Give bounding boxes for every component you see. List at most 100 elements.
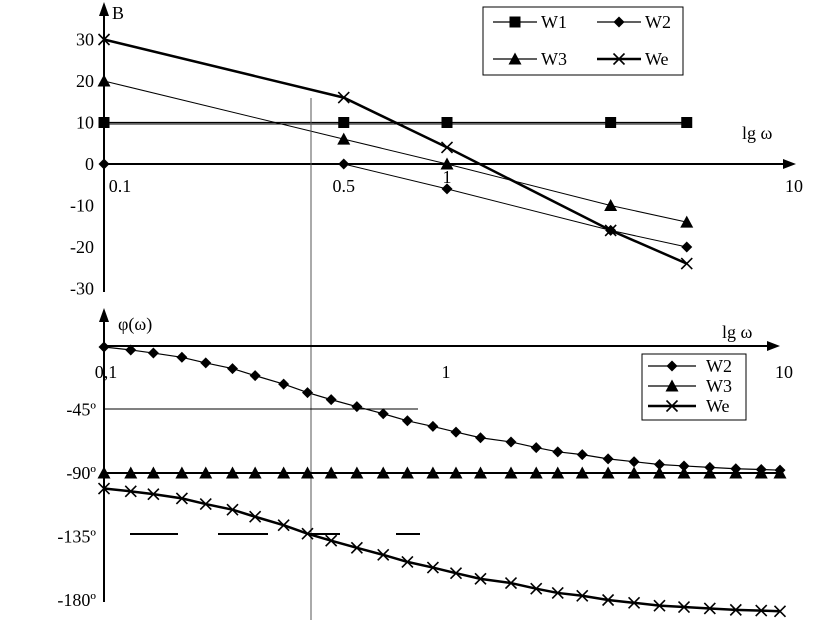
phase-y-tick-label: -45º bbox=[66, 400, 96, 420]
phase-point-we bbox=[449, 567, 463, 580]
magnitude-y-arrow bbox=[99, 2, 109, 16]
phase-point-we bbox=[401, 555, 414, 568]
phase-point-we bbox=[124, 485, 137, 498]
phase-point-w3 bbox=[601, 466, 615, 479]
magnitude-series bbox=[97, 33, 694, 270]
phase-y-tick-label: -135º bbox=[57, 527, 96, 547]
phase-point-w2 bbox=[552, 446, 564, 458]
phase-point-we bbox=[602, 593, 615, 607]
phase-point-w2 bbox=[249, 370, 261, 382]
magnitude-point-w3 bbox=[680, 215, 694, 228]
phase-point-we bbox=[551, 586, 564, 600]
magnitude-point-w1 bbox=[98, 117, 110, 128]
magnitude-y-tick-label: 30 bbox=[76, 30, 94, 50]
phase-point-we bbox=[627, 596, 641, 609]
magnitude-point-w1 bbox=[605, 117, 617, 128]
magnitude-y-tick-label: -20 bbox=[70, 237, 94, 257]
phase-x-label: lg ω bbox=[722, 322, 753, 342]
phase-point-w2 bbox=[278, 378, 290, 390]
phase-point-w3 bbox=[551, 466, 565, 479]
phase-point-we bbox=[677, 600, 691, 614]
magnitude-legend-marker-w2 bbox=[613, 16, 625, 28]
magnitude-legend-label: W1 bbox=[541, 12, 567, 32]
phase-point-w3 bbox=[277, 466, 291, 479]
magnitude-y-tick-label: 20 bbox=[76, 71, 94, 91]
phase-point-w2 bbox=[301, 387, 313, 399]
phase-point-we bbox=[530, 582, 543, 595]
phase-point-w2 bbox=[401, 415, 413, 427]
magnitude-point-w1 bbox=[441, 117, 453, 128]
phase-point-w2 bbox=[227, 363, 239, 375]
phase-x-tick-label: 10 bbox=[775, 362, 793, 382]
magnitude-x-tick-label: 0.1 bbox=[109, 176, 132, 196]
phase-point-w2 bbox=[147, 347, 159, 359]
phase-point-w2 bbox=[176, 351, 188, 363]
magnitude-x-tick-label: 1 bbox=[443, 167, 452, 187]
phase-point-w3 bbox=[248, 466, 262, 479]
phase-point-we bbox=[576, 589, 589, 602]
phase-legend-marker-we bbox=[665, 399, 679, 413]
phase-point-w2 bbox=[602, 453, 614, 465]
phase-point-we bbox=[325, 534, 338, 547]
phase-point-w3 bbox=[703, 466, 717, 479]
phase-x-arrow bbox=[767, 341, 780, 351]
phase-point-w2 bbox=[653, 459, 665, 471]
phase-point-w2 bbox=[576, 449, 588, 461]
phase-point-we bbox=[199, 497, 212, 511]
magnitude-point-we bbox=[440, 141, 454, 154]
phase-series-line-w2 bbox=[103, 346, 781, 471]
magnitude-chart: B lg ω 30 20 10 0 -10 -20 -30 0.1 0.5 1 10 W1 W2 W3… bbox=[70, 2, 803, 299]
phase-point-w3 bbox=[426, 466, 440, 479]
phase-point-we bbox=[474, 572, 487, 585]
magnitude-series-line-w2 bbox=[104, 163, 687, 248]
magnitude-point-w2 bbox=[681, 241, 693, 253]
phase-point-w2 bbox=[450, 426, 462, 438]
phase-point-w3 bbox=[124, 466, 138, 479]
phase-point-we bbox=[175, 492, 188, 505]
phase-point-w3 bbox=[627, 466, 641, 479]
phase-point-we bbox=[773, 605, 787, 618]
phase-point-we bbox=[504, 577, 518, 590]
phase-point-w3 bbox=[226, 466, 240, 479]
magnitude-y-tick-label: -10 bbox=[70, 196, 94, 216]
magnitude-point-w3 bbox=[440, 157, 454, 170]
magnitude-x-ticks: 0.1 0.5 1 10 bbox=[109, 167, 803, 196]
phase-point-w3 bbox=[400, 466, 414, 479]
phase-legend-label: We bbox=[706, 396, 730, 416]
phase-point-w2 bbox=[505, 436, 517, 448]
phase-point-w3 bbox=[350, 466, 364, 479]
phase-x-ticks: 0,1 1 10 bbox=[95, 362, 793, 382]
phase-series bbox=[97, 341, 787, 618]
magnitude-y-tick-label: 0 bbox=[85, 154, 94, 174]
magnitude-y-label: B bbox=[112, 3, 124, 23]
phase-point-w2 bbox=[475, 432, 487, 444]
magnitude-point-w2 bbox=[98, 158, 110, 170]
phase-chart: φ(ω) lg ω -45º -90º -135º -180º 0,1 1 10 W2W3… bbox=[57, 308, 793, 618]
phase-x-tick-label: 0,1 bbox=[95, 362, 118, 382]
phase-point-w3 bbox=[146, 466, 160, 479]
phase-point-we bbox=[301, 527, 314, 540]
phase-x-tick-label: 1 bbox=[442, 362, 451, 382]
phase-point-we bbox=[703, 602, 716, 615]
phase-point-w2 bbox=[200, 357, 212, 369]
phase-point-w2 bbox=[98, 341, 110, 353]
magnitude-point-we bbox=[337, 91, 350, 104]
magnitude-legend-marker-we bbox=[612, 52, 626, 66]
magnitude-x-arrow bbox=[783, 159, 796, 169]
phase-y-tick-label: -90º bbox=[66, 463, 96, 483]
phase-legend-marker-w3 bbox=[665, 379, 679, 392]
magnitude-legend-marker-w1 bbox=[509, 16, 521, 28]
phase-point-we bbox=[147, 488, 160, 501]
magnitude-point-w3 bbox=[337, 132, 351, 145]
magnitude-y-ticks: 30 20 10 0 -10 -20 -30 bbox=[70, 30, 94, 299]
magnitude-y-tick-label: -30 bbox=[70, 279, 94, 299]
phase-y-arrow bbox=[99, 308, 109, 322]
magnitude-point-w2 bbox=[441, 183, 453, 195]
phase-point-w3 bbox=[449, 466, 463, 479]
magnitude-legend-label: W2 bbox=[645, 12, 671, 32]
phase-point-w3 bbox=[529, 466, 543, 479]
magnitude-legend: W1 W2 W3 We bbox=[482, 6, 684, 76]
magnitude-legend-label: W3 bbox=[541, 49, 567, 69]
phase-point-w2 bbox=[678, 460, 690, 472]
